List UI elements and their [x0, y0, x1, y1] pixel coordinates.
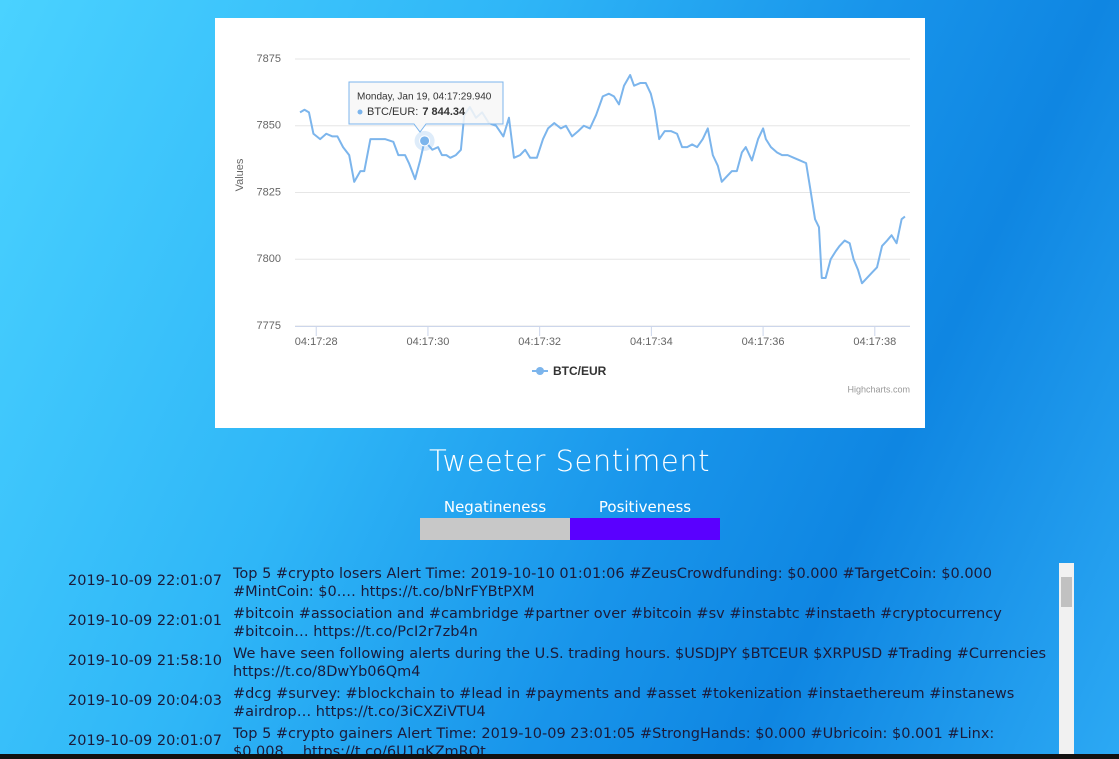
- tweet-time: 2019-10-09 22:01:07: [68, 573, 222, 589]
- sentiment-bar: [420, 518, 570, 540]
- tooltip: Monday, Jan 19, 04:17:29.940 BTC/EUR: 7 84…: [348, 81, 504, 133]
- legend-label: BTC/EUR: [553, 364, 607, 378]
- scrollbar[interactable]: [1059, 563, 1074, 759]
- tweet-text: Top 5 #crypto losers Alert Time: 2019-10…: [233, 566, 993, 600]
- bottom-edge: [0, 754, 1119, 759]
- sentiment-bar: [570, 518, 720, 540]
- scroll-thumb[interactable]: [1061, 577, 1072, 607]
- y-tick-label: 7875: [257, 53, 281, 65]
- tweet-time: 2019-10-09 22:01:01: [68, 613, 222, 629]
- x-tick-label: 04:17:28: [295, 336, 338, 348]
- y-tick-label: 7775: [257, 320, 281, 332]
- credits[interactable]: Highcharts.com: [847, 384, 910, 394]
- tweet-time: 2019-10-09 20:01:07: [68, 733, 222, 749]
- y-tick-label: 7800: [257, 253, 281, 265]
- line: [299, 74, 906, 285]
- tooltip-marker: [357, 109, 363, 115]
- tooltip-title: Monday, Jan 19, 04:17:29.940: [357, 92, 492, 103]
- tweet-row: 2019-10-09 22:01:01 #bitcoin #association…: [60, 603, 1074, 643]
- tweet-text: #bitcoin #association and #cambridge #pa…: [233, 606, 1002, 640]
- tweet-time: 2019-10-09 20:04:03: [68, 693, 222, 709]
- x-tick-label: 04:17:32: [518, 336, 561, 348]
- x-tick-label: 04:17:36: [742, 336, 785, 348]
- legend-marker: [536, 367, 544, 375]
- y-tick-label: 7825: [257, 186, 281, 198]
- tweet-time: 2019-10-09 21:58:10: [68, 653, 222, 669]
- sentiment-label: Positiveness: [598, 498, 692, 516]
- chart: Values Highcharts.com 7775 7800 7825 7850 78…: [215, 18, 925, 428]
- tweet-row: 2019-10-09 20:04:03 #dcg #survey: #blockc…: [60, 683, 1074, 723]
- y-tick-label: 7850: [257, 120, 281, 132]
- tweet-list: 2019-10-09 22:01:07 Top 5 #crypto losers …: [60, 563, 1074, 759]
- tweet-row: 2019-10-09 21:58:10 We have seen followin…: [60, 643, 1074, 683]
- hover-point: [419, 135, 431, 147]
- sentiment-label: Negatineness: [443, 498, 547, 516]
- sentiment-bars: Negatineness Positiveness: [420, 498, 720, 540]
- tweet-text: We have seen following alerts during the…: [233, 646, 1047, 680]
- x-tick-label: 04:17:38: [853, 336, 896, 348]
- sentiment-title: Tweeter Sentiment: [428, 444, 711, 478]
- tooltip-box: [348, 81, 504, 133]
- tweet-text: #dcg #survey: #blockchain to #lead in #p…: [233, 686, 1015, 720]
- x-tick-label: 04:17:30: [407, 336, 450, 348]
- y-axis-title: Values: [234, 158, 246, 191]
- tweet-row: 2019-10-09 22:01:07 Top 5 #crypto losers …: [60, 563, 1074, 603]
- tooltip-value: BTC/EUR: 7 844.34: [367, 106, 466, 118]
- x-tick-label: 04:17:34: [630, 336, 673, 348]
